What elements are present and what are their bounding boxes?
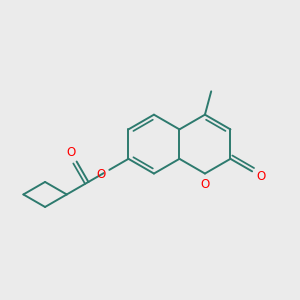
Text: O: O — [97, 168, 106, 181]
Text: O: O — [200, 178, 210, 191]
Text: O: O — [256, 170, 266, 183]
Text: O: O — [67, 146, 76, 159]
